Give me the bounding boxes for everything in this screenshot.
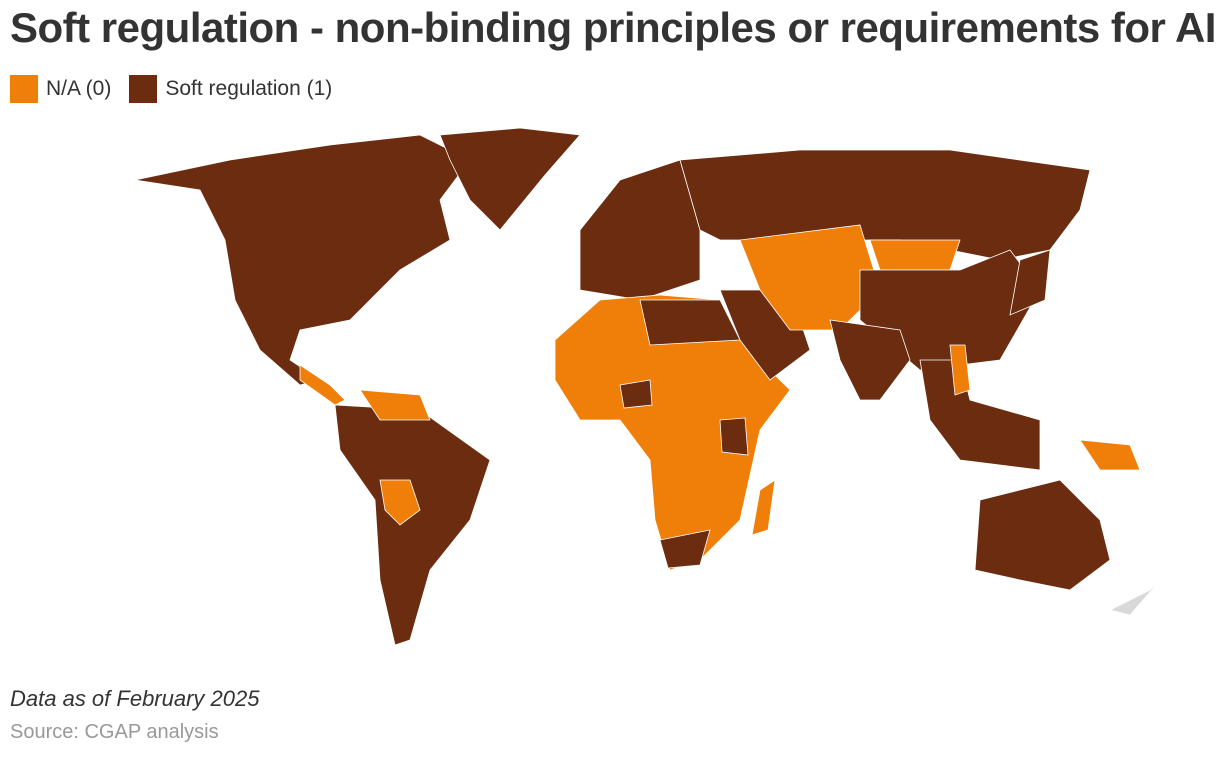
region (639, 299, 741, 346)
legend: N/A (0) Soft regulation (1) (10, 75, 332, 103)
legend-swatch (10, 75, 38, 103)
legend-label: N/A (0) (46, 77, 112, 100)
legend-item: Soft regulation (1) (129, 75, 332, 103)
region (659, 529, 711, 569)
region (334, 404, 491, 646)
region (579, 159, 701, 301)
region (869, 239, 961, 271)
region (751, 479, 776, 536)
region (379, 479, 421, 526)
region (719, 417, 749, 456)
region (949, 344, 971, 396)
region (1009, 249, 1051, 316)
region (439, 127, 581, 231)
legend-label: Soft regulation (1) (165, 77, 333, 100)
map-title: Soft regulation - non-binding principles… (10, 4, 1216, 51)
region (359, 389, 431, 421)
legend-item: N/A (0) (10, 75, 111, 103)
region (1079, 439, 1141, 471)
legend-swatch (129, 75, 158, 103)
note: Data as of February 2025 (10, 686, 260, 711)
region (829, 319, 911, 401)
region-no-data (1108, 574, 1166, 616)
region (299, 364, 346, 406)
region (679, 149, 1091, 261)
region (134, 134, 471, 386)
region (974, 479, 1111, 591)
region (619, 379, 653, 409)
region (919, 359, 1041, 471)
source: Source: CGAP analysis (10, 721, 219, 743)
region (554, 294, 791, 571)
